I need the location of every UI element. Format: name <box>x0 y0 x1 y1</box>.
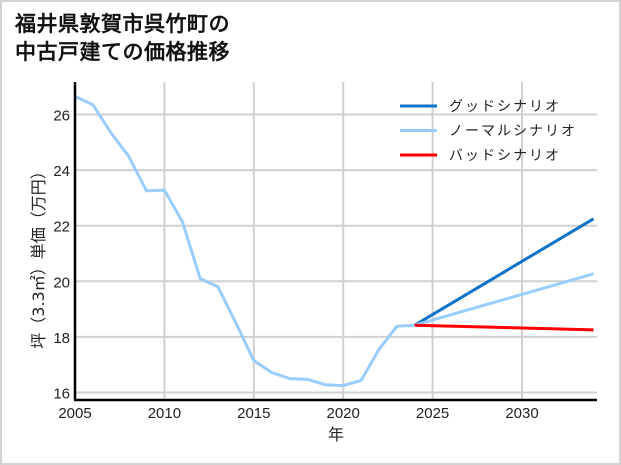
data-series <box>74 95 595 388</box>
y-tick-label: 18 <box>53 330 70 347</box>
series-line-2 <box>414 272 594 327</box>
chart-title: 福井県敦賀市呉竹町の 中古戸建ての価格推移 <box>15 10 230 66</box>
y-tick-label: 26 <box>53 108 70 125</box>
series-line-0 <box>74 95 415 388</box>
y-tick-label: 22 <box>53 219 70 236</box>
x-tick-label: 2010 <box>148 405 181 422</box>
x-tick-label: 2015 <box>237 405 270 422</box>
y-axis-label: 坪（3.3㎡）単価（万円） <box>29 163 48 348</box>
x-tick-label: 2005 <box>58 405 91 422</box>
y-tick-label: 24 <box>53 163 70 180</box>
y-tick-label: 20 <box>53 274 70 291</box>
series-line-1 <box>413 217 595 327</box>
x-tick-label: 2025 <box>416 405 449 422</box>
legend-label: バッドシナリオ <box>449 148 561 164</box>
x-axis-label: 年 <box>328 425 344 444</box>
title-line-2: 中古戸建ての価格推移 <box>15 40 230 64</box>
series-line-3 <box>414 323 594 332</box>
x-tick-label: 2020 <box>327 405 360 422</box>
title-line-1: 福井県敦賀市呉竹町の <box>15 12 230 36</box>
x-tick-labels: 2005 2010 2015 2020 2025 2030 <box>58 405 538 422</box>
y-tick-label: 16 <box>53 386 70 403</box>
x-tick-label: 2030 <box>505 405 538 422</box>
legend-label: グッドシナリオ <box>449 99 561 115</box>
y-tick-labels: 16 18 20 22 24 26 <box>53 108 70 403</box>
legend-label: ノーマルシナリオ <box>449 124 577 140</box>
